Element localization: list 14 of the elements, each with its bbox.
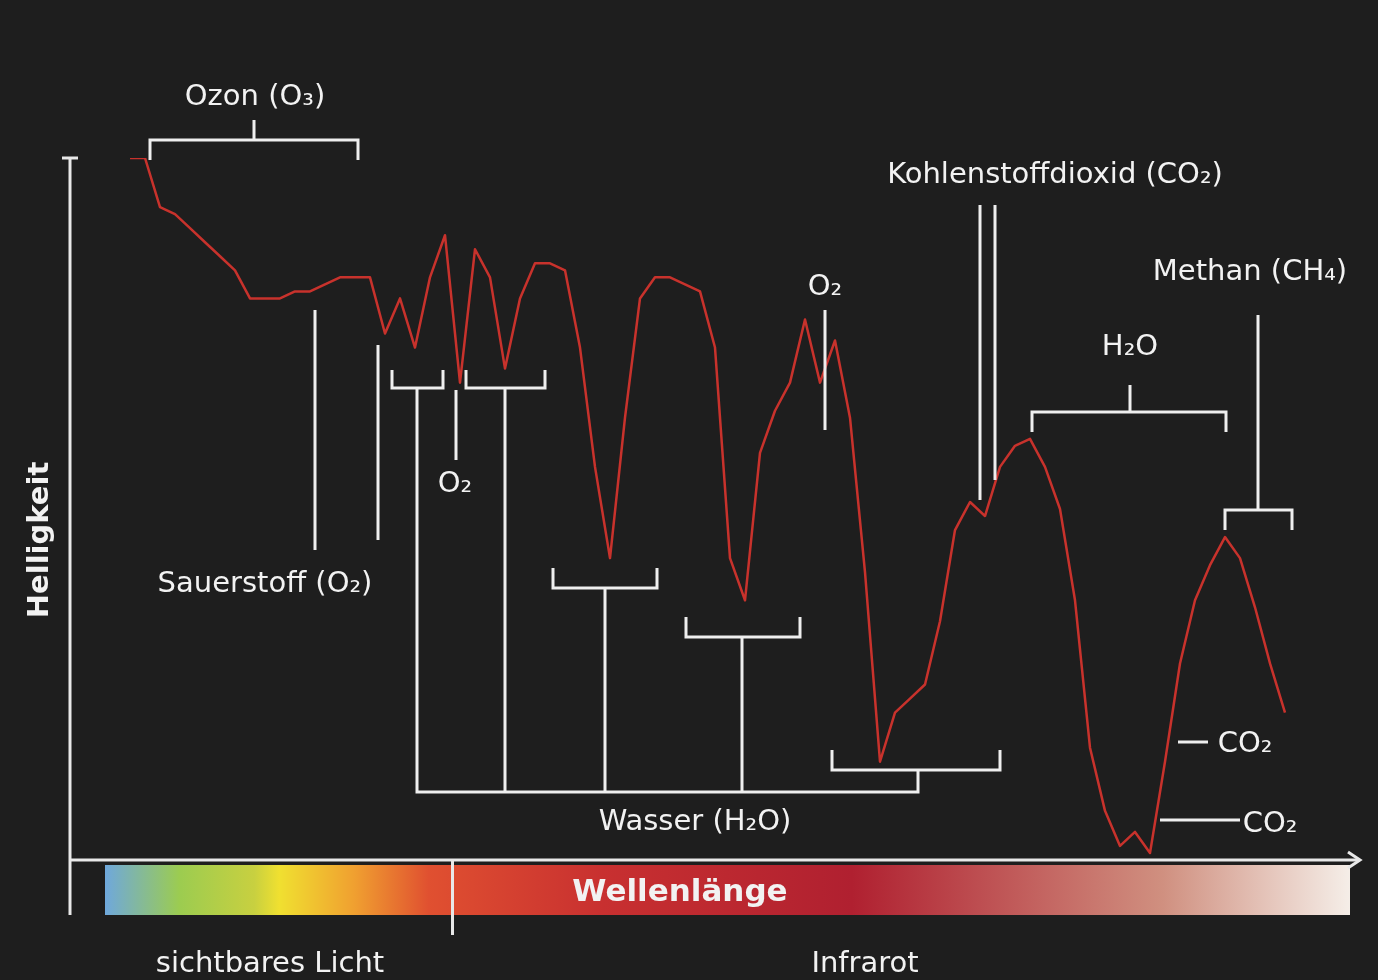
annotation: O₂ [437,465,473,499]
annotation: CO₂ [1242,805,1298,839]
annotation: Sauerstoff (O₂) [157,565,373,599]
annotation: Kohlenstoffdioxid (CO₂) [887,156,1223,190]
text: Ozon (O₃) [184,78,326,112]
y-axis-title: Helligkeit [21,461,55,619]
annotation: O₂ [807,268,843,302]
annotation: Wasser (H₂O) [598,803,792,837]
annotation: H₂O [1101,328,1159,362]
text: sichtbares Licht [155,945,385,979]
text: Infrarot [811,945,919,979]
annotation: CO₂ [1217,725,1273,759]
annotation: Methan (CH₄) [1152,253,1348,287]
x-axis-title: Wellenlänge [572,872,788,908]
